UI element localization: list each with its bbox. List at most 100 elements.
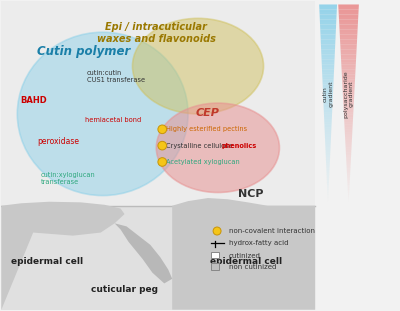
Polygon shape bbox=[327, 187, 329, 190]
Polygon shape bbox=[340, 47, 357, 49]
Polygon shape bbox=[321, 47, 335, 49]
Polygon shape bbox=[348, 190, 349, 192]
Ellipse shape bbox=[158, 158, 167, 166]
Polygon shape bbox=[342, 82, 355, 85]
Polygon shape bbox=[321, 39, 336, 42]
Polygon shape bbox=[321, 44, 335, 47]
Polygon shape bbox=[339, 22, 358, 25]
Text: cutinized: cutinized bbox=[229, 253, 261, 259]
Polygon shape bbox=[347, 172, 350, 175]
Polygon shape bbox=[320, 20, 336, 22]
Polygon shape bbox=[339, 12, 358, 15]
Polygon shape bbox=[321, 54, 335, 57]
Polygon shape bbox=[327, 190, 328, 192]
Polygon shape bbox=[324, 122, 332, 125]
Text: non-covalent interaction: non-covalent interaction bbox=[229, 228, 315, 234]
Polygon shape bbox=[326, 155, 330, 157]
Polygon shape bbox=[319, 9, 337, 12]
Polygon shape bbox=[321, 49, 335, 52]
Polygon shape bbox=[326, 150, 330, 152]
Polygon shape bbox=[322, 62, 334, 65]
Polygon shape bbox=[342, 75, 355, 77]
Polygon shape bbox=[343, 100, 354, 102]
Polygon shape bbox=[323, 87, 333, 90]
Polygon shape bbox=[325, 130, 331, 132]
Text: non cutinized: non cutinized bbox=[229, 264, 276, 270]
Polygon shape bbox=[172, 198, 315, 310]
Polygon shape bbox=[342, 87, 355, 90]
Polygon shape bbox=[346, 165, 351, 167]
Polygon shape bbox=[344, 110, 354, 112]
Polygon shape bbox=[327, 180, 329, 182]
Polygon shape bbox=[323, 100, 333, 102]
Polygon shape bbox=[323, 95, 333, 97]
Text: Cutin polymer: Cutin polymer bbox=[37, 44, 130, 58]
Polygon shape bbox=[325, 147, 330, 150]
Polygon shape bbox=[320, 12, 337, 15]
Polygon shape bbox=[345, 135, 352, 137]
Text: CEP: CEP bbox=[195, 108, 219, 118]
Polygon shape bbox=[339, 15, 358, 17]
Polygon shape bbox=[345, 132, 352, 135]
Polygon shape bbox=[343, 97, 354, 100]
Text: phenolics: phenolics bbox=[222, 143, 257, 149]
Ellipse shape bbox=[158, 141, 167, 150]
Polygon shape bbox=[322, 60, 334, 62]
Polygon shape bbox=[322, 67, 334, 70]
Polygon shape bbox=[345, 130, 352, 132]
Polygon shape bbox=[114, 223, 172, 283]
Polygon shape bbox=[323, 90, 333, 92]
Polygon shape bbox=[348, 185, 350, 187]
Polygon shape bbox=[320, 17, 336, 20]
Polygon shape bbox=[344, 112, 353, 115]
Polygon shape bbox=[326, 157, 330, 160]
Polygon shape bbox=[322, 80, 334, 82]
Polygon shape bbox=[324, 107, 332, 110]
Text: BAHD: BAHD bbox=[20, 95, 47, 104]
Polygon shape bbox=[346, 157, 351, 160]
Polygon shape bbox=[326, 160, 330, 162]
Text: cutin:cutin
CUS1 transferase: cutin:cutin CUS1 transferase bbox=[87, 70, 145, 83]
Polygon shape bbox=[322, 82, 334, 85]
Polygon shape bbox=[338, 7, 359, 9]
Polygon shape bbox=[340, 49, 356, 52]
Polygon shape bbox=[341, 62, 356, 65]
Polygon shape bbox=[324, 104, 332, 107]
Polygon shape bbox=[339, 20, 358, 22]
Text: hydrox-fatty acid: hydrox-fatty acid bbox=[229, 240, 288, 246]
Polygon shape bbox=[341, 54, 356, 57]
Polygon shape bbox=[346, 155, 351, 157]
Polygon shape bbox=[321, 52, 335, 54]
Polygon shape bbox=[320, 25, 336, 27]
Polygon shape bbox=[320, 35, 336, 37]
Polygon shape bbox=[347, 170, 350, 172]
Polygon shape bbox=[347, 182, 350, 185]
Polygon shape bbox=[327, 185, 329, 187]
Polygon shape bbox=[340, 30, 358, 32]
Polygon shape bbox=[325, 135, 331, 137]
Polygon shape bbox=[325, 142, 331, 145]
Polygon shape bbox=[345, 140, 352, 142]
Polygon shape bbox=[340, 35, 357, 37]
Polygon shape bbox=[342, 70, 356, 72]
Polygon shape bbox=[346, 152, 351, 155]
Polygon shape bbox=[343, 102, 354, 104]
Polygon shape bbox=[347, 177, 350, 180]
Polygon shape bbox=[344, 107, 354, 110]
Polygon shape bbox=[320, 22, 336, 25]
Polygon shape bbox=[347, 167, 350, 170]
Polygon shape bbox=[338, 4, 359, 7]
Polygon shape bbox=[347, 180, 350, 182]
Polygon shape bbox=[320, 32, 336, 35]
Text: polysaccharide
gradient: polysaccharide gradient bbox=[343, 70, 354, 118]
Text: Acetylated xyloglucan: Acetylated xyloglucan bbox=[166, 159, 240, 165]
Bar bbox=[211, 252, 219, 258]
Polygon shape bbox=[324, 120, 332, 122]
Polygon shape bbox=[340, 32, 358, 35]
Polygon shape bbox=[340, 37, 357, 39]
Polygon shape bbox=[343, 95, 354, 97]
Polygon shape bbox=[346, 160, 351, 162]
Polygon shape bbox=[322, 65, 334, 67]
Polygon shape bbox=[319, 4, 337, 7]
Polygon shape bbox=[1, 1, 315, 207]
